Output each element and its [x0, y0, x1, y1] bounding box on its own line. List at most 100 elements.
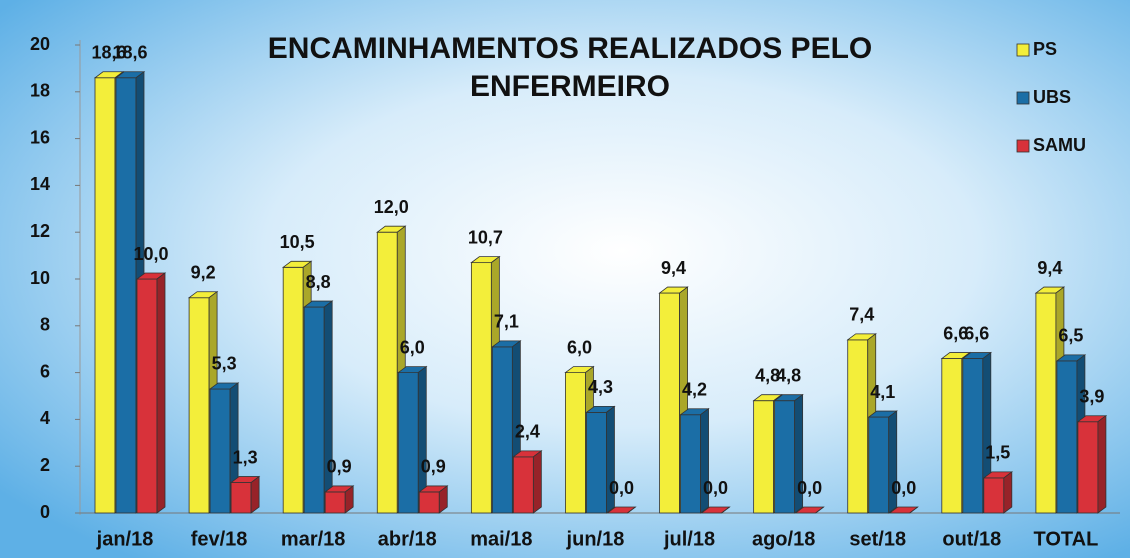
x-tick-label: fev/18	[191, 528, 248, 550]
data-label: 18,6	[91, 43, 126, 63]
bar-front	[1035, 292, 1057, 514]
data-label: 4,3	[588, 377, 613, 397]
data-label: 6,6	[964, 323, 989, 343]
bar-front	[680, 414, 701, 514]
bar	[1076, 414, 1108, 514]
bar-side	[156, 272, 166, 514]
data-label: 1,5	[985, 443, 1010, 463]
bar-front	[324, 491, 346, 514]
bar-front	[659, 292, 680, 514]
bar	[961, 351, 993, 514]
bar	[564, 365, 595, 514]
bar-front	[491, 346, 513, 514]
y-tick-label: 18	[30, 81, 50, 101]
bar-side	[721, 506, 730, 514]
y-tick-label: 6	[40, 361, 50, 381]
data-label: 10,0	[133, 244, 168, 264]
data-label: 12,0	[374, 197, 409, 217]
bar-side	[794, 393, 804, 514]
data-label: 9,2	[191, 262, 216, 282]
bar-front	[565, 372, 586, 514]
bar-front	[774, 400, 796, 514]
bar-front	[962, 358, 984, 514]
data-label: 9,4	[661, 258, 686, 278]
y-tick-label: 20	[30, 34, 50, 54]
legend-label: SAMU	[1033, 135, 1086, 155]
data-label: 0,0	[703, 478, 728, 498]
bar-front	[941, 358, 963, 514]
data-label: 4,8	[776, 365, 801, 385]
data-label: 0,9	[327, 457, 352, 477]
x-tick-label: jul/18	[663, 528, 715, 550]
bar-front	[397, 372, 419, 514]
bar-front	[847, 339, 869, 514]
bar-front	[1056, 360, 1078, 514]
data-label: 6,0	[400, 337, 425, 357]
bar	[208, 382, 240, 514]
bar-side	[909, 506, 918, 514]
data-label: 3,9	[1079, 386, 1104, 406]
data-label: 7,4	[849, 305, 874, 325]
bar	[135, 272, 167, 514]
bar-front	[868, 416, 890, 514]
bar-side	[532, 450, 542, 514]
data-label: 0,0	[609, 478, 634, 498]
bar	[700, 506, 731, 514]
bar	[323, 485, 355, 514]
data-label: 6,0	[567, 337, 592, 357]
y-tick-label: 4	[40, 408, 50, 428]
bar-front	[303, 306, 325, 514]
bar-front	[188, 297, 210, 514]
bar-side	[344, 485, 354, 514]
bar-front	[94, 77, 116, 514]
y-tick-label: 16	[30, 127, 50, 147]
bar-front	[1077, 421, 1099, 514]
bar	[888, 506, 919, 514]
legend-swatch	[1016, 139, 1030, 153]
bar	[512, 450, 543, 514]
data-label: 10,5	[280, 232, 315, 252]
data-label: 4,8	[755, 365, 780, 385]
bar-front	[115, 77, 137, 514]
bar	[679, 407, 710, 514]
data-label: 0,0	[797, 478, 822, 498]
x-tick-label: out/18	[942, 528, 1001, 550]
data-label: 18,6	[112, 43, 147, 63]
bar-front	[136, 278, 158, 514]
bar	[867, 410, 898, 514]
x-tick-label: set/18	[849, 528, 906, 550]
chart-title: ENCAMINHAMENTOS REALIZADOS PELO ENFERMEI…	[267, 32, 873, 103]
bar	[982, 471, 1014, 514]
bar	[585, 405, 616, 514]
bar-side	[627, 506, 636, 514]
data-label: 8,8	[306, 272, 331, 292]
x-tick-label: jun/18	[566, 528, 625, 550]
data-label: 4,2	[682, 379, 707, 399]
data-label: 6,5	[1058, 326, 1083, 346]
data-label: 6,6	[943, 323, 968, 343]
bar-front	[983, 477, 1005, 514]
bar-side	[438, 485, 448, 514]
x-tick-label: abr/18	[378, 528, 437, 550]
bar	[229, 475, 261, 514]
data-label: 7,1	[494, 312, 519, 332]
data-label: 5,3	[212, 354, 237, 374]
bar	[302, 300, 334, 514]
bar-front	[282, 266, 304, 514]
bar-front	[230, 482, 252, 514]
data-label: 2,4	[515, 422, 540, 442]
legend-label: PS	[1033, 39, 1057, 59]
x-tick-label: jan/18	[96, 528, 154, 550]
data-label: 0,9	[421, 457, 446, 477]
y-tick-label: 0	[40, 502, 50, 522]
bar	[606, 506, 637, 514]
x-tick-label: mar/18	[281, 528, 346, 550]
legend-label: UBS	[1033, 87, 1071, 107]
data-label: 1,3	[233, 447, 258, 467]
legend-swatch	[1016, 43, 1030, 57]
data-label: 4,1	[870, 382, 895, 402]
bar-side	[815, 506, 824, 514]
bar-side	[1003, 471, 1013, 514]
y-tick-label: 2	[40, 455, 50, 475]
